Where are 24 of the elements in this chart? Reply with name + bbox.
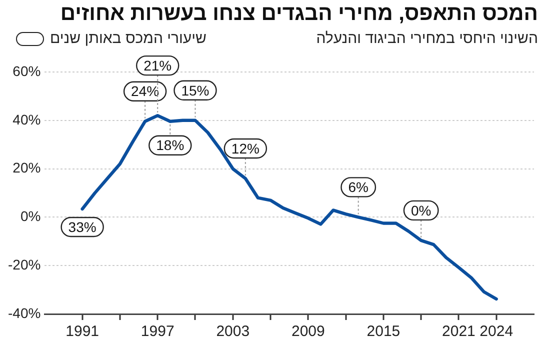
annotation: 24% — [131, 83, 160, 100]
annotation: 21% — [144, 57, 172, 74]
chart-subtitle: השינוי היחסי במחירי הביגוד והנעלה — [316, 30, 538, 47]
x-tick-label: 1997 — [140, 323, 174, 340]
y-tick-label: 40% — [12, 111, 41, 128]
y-tick-label: -20% — [8, 256, 41, 272]
x-tick-label: 2024 — [480, 323, 514, 340]
x-tick-label: 2021 — [442, 323, 476, 340]
y-tick-label: 60% — [12, 62, 41, 79]
legend-title: שיעורי המכס באותן שנים — [50, 30, 207, 47]
y-tick-label: 0% — [20, 208, 41, 224]
annotation: 33% — [68, 218, 96, 235]
chart-title: המכס התאפס, מחירי הבגדים צנחו בעשרות אחוזים — [60, 2, 538, 26]
y-tick-label: -40% — [8, 304, 41, 321]
y-tick-label: 20% — [12, 160, 41, 176]
annotation: 12% — [231, 140, 260, 156]
x-tick-label: 2003 — [216, 323, 250, 340]
x-tick-label: 1991 — [66, 323, 100, 340]
x-tick-label: 2009 — [291, 323, 325, 340]
x-tick-label: 2015 — [366, 323, 400, 340]
annotation: 18% — [156, 137, 184, 154]
annotation: 6% — [348, 179, 368, 196]
annotation: 0% — [410, 202, 432, 218]
annotation: 15% — [181, 82, 210, 98]
